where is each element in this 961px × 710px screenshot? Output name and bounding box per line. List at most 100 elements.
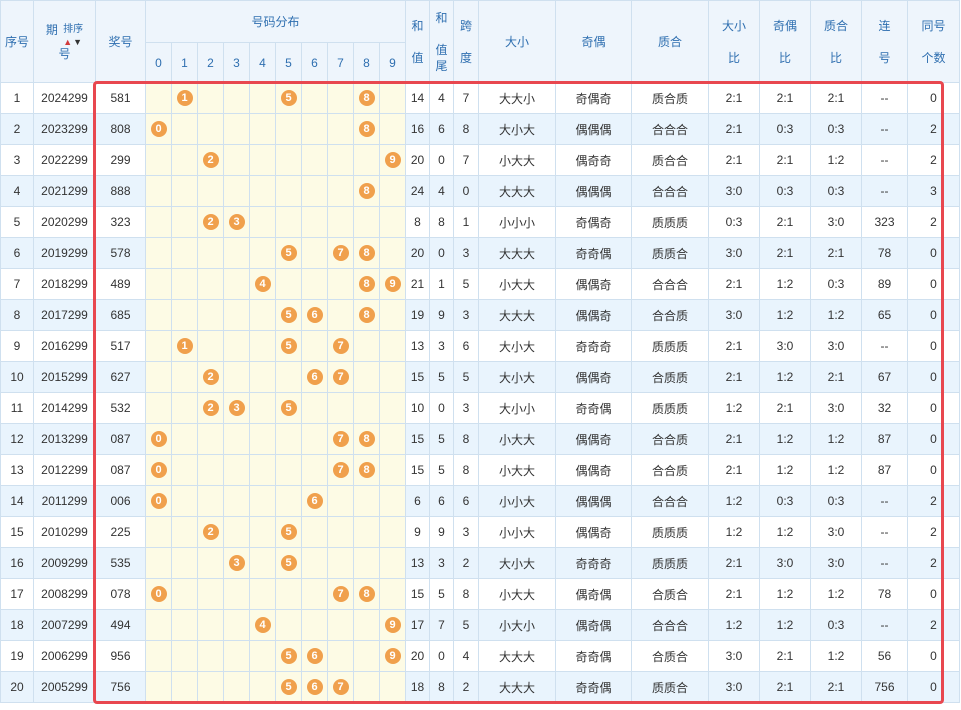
dist-cell-8 xyxy=(353,671,380,703)
number-ball: 7 xyxy=(332,679,349,695)
sum-tail-cell: 9 xyxy=(429,299,454,331)
header-sum-bottom: 值 xyxy=(411,50,424,65)
prime-ratio-cell: 1:2 xyxy=(810,454,862,486)
size-ratio-cell: 1:2 xyxy=(708,485,760,517)
dist-cell-7 xyxy=(327,392,354,424)
dist-cell-7: 7 xyxy=(327,671,354,703)
dist-cell-9 xyxy=(379,485,406,517)
prime-pattern-cell: 质质质 xyxy=(631,392,709,424)
number-ball: 3 xyxy=(228,555,245,571)
prime-pattern-cell: 质质质 xyxy=(631,206,709,238)
header-seq: 序号 xyxy=(0,0,34,83)
header-issue[interactable]: 期 排序 ▲▼ 号 xyxy=(33,0,96,83)
seq-cell: 11 xyxy=(0,392,34,424)
dist-cell-5 xyxy=(275,609,302,641)
parity-pattern-cell: 偶偶偶 xyxy=(555,113,632,145)
parity-ratio-cell: 2:1 xyxy=(759,206,811,238)
dist-cell-4 xyxy=(249,330,276,362)
table-row: 7 2018299 489 4 8 9 21 1 5 小大大 偶偶奇 合合合 2:1 1:2 0:3 89 0 xyxy=(0,268,960,300)
size-ratio-cell: 3:0 xyxy=(708,671,760,703)
span-cell: 8 xyxy=(453,423,479,455)
prize-cell: 578 xyxy=(95,237,146,269)
number-ball: 6 xyxy=(306,648,323,664)
prize-cell: 489 xyxy=(95,268,146,300)
consecutive-cell: 56 xyxy=(861,640,908,672)
prime-pattern-cell: 质合合 xyxy=(631,144,709,176)
dist-cell-7: 7 xyxy=(327,237,354,269)
seq-cell: 18 xyxy=(0,609,34,641)
dist-cell-2 xyxy=(197,113,224,145)
seq-cell: 3 xyxy=(0,144,34,176)
sum-cell: 13 xyxy=(405,330,430,362)
number-ball: 8 xyxy=(358,121,375,137)
dist-cell-9 xyxy=(379,237,406,269)
dist-cell-2 xyxy=(197,454,224,486)
parity-ratio-cell: 2:1 xyxy=(759,640,811,672)
dist-cell-6 xyxy=(301,392,328,424)
header-consec-bottom: 号 xyxy=(878,50,891,65)
parity-pattern-cell: 奇偶奇 xyxy=(555,206,632,238)
dist-cell-8 xyxy=(353,361,380,393)
number-ball: 2 xyxy=(202,214,219,230)
size-ratio-cell: 2:1 xyxy=(708,144,760,176)
sum-cell: 17 xyxy=(405,609,430,641)
dist-cell-3 xyxy=(223,485,250,517)
parity-pattern-cell: 偶偶奇 xyxy=(555,299,632,331)
size-pattern-cell: 大小大 xyxy=(478,330,556,362)
sort-arrows-icon[interactable]: ▲▼ xyxy=(63,36,84,47)
seq-cell: 12 xyxy=(0,423,34,455)
table-row: 17 2008299 078 0 7 8 15 5 8 小大大 偶奇偶 合质合 2:1 1:2 1:2 78 0 xyxy=(0,578,960,610)
size-ratio-cell: 1:2 xyxy=(708,516,760,548)
sort-control[interactable]: 排序 ▲▼ xyxy=(63,22,84,47)
header-issue-bottom: 号 xyxy=(58,46,71,61)
parity-ratio-cell: 1:2 xyxy=(759,578,811,610)
dist-cell-4 xyxy=(249,547,276,579)
consecutive-cell: 87 xyxy=(861,423,908,455)
parity-ratio-cell: 1:2 xyxy=(759,361,811,393)
dist-cell-7 xyxy=(327,516,354,548)
dist-cell-5: 5 xyxy=(275,671,302,703)
prime-ratio-cell: 3:0 xyxy=(810,206,862,238)
dist-cell-2: 2 xyxy=(197,516,224,548)
dist-cell-6 xyxy=(301,423,328,455)
sum-cell: 18 xyxy=(405,671,430,703)
table-row: 12 2013299 087 0 7 8 15 5 8 小大大 偶偶奇 合合质 2:1 1:2 1:2 87 0 xyxy=(0,423,960,455)
dist-cell-3 xyxy=(223,516,250,548)
sum-tail-cell: 5 xyxy=(429,454,454,486)
dist-cell-8 xyxy=(353,392,380,424)
size-pattern-cell: 小小大 xyxy=(478,516,556,548)
seq-cell: 4 xyxy=(0,175,34,207)
consecutive-cell: 87 xyxy=(861,454,908,486)
sum-tail-cell: 3 xyxy=(429,330,454,362)
dist-cell-5 xyxy=(275,578,302,610)
dist-cell-2 xyxy=(197,299,224,331)
prime-ratio-cell: 0:3 xyxy=(810,485,862,517)
header-digit-4: 4 xyxy=(249,42,276,83)
dist-cell-4: 4 xyxy=(249,609,276,641)
parity-pattern-cell: 奇奇奇 xyxy=(555,330,632,362)
dist-cell-3 xyxy=(223,268,250,300)
prize-cell: 087 xyxy=(95,454,146,486)
dist-cell-8: 8 xyxy=(353,423,380,455)
dist-cell-4 xyxy=(249,113,276,145)
seq-cell: 1 xyxy=(0,82,34,114)
issue-cell: 2014299 xyxy=(33,392,96,424)
number-ball: 5 xyxy=(280,400,297,416)
number-ball: 7 xyxy=(332,431,349,447)
dist-cell-1 xyxy=(171,671,198,703)
sum-cell: 8 xyxy=(405,206,430,238)
table-body: 1 2024299 581 1 5 8 14 4 7 大大小 奇偶奇 质合质 2:1 2:1 2:1 -- 0 2… xyxy=(0,82,960,703)
prime-pattern-cell: 合合合 xyxy=(631,485,709,517)
same-count-cell: 2 xyxy=(907,113,960,145)
sum-cell: 20 xyxy=(405,237,430,269)
sum-tail-cell: 0 xyxy=(429,392,454,424)
number-ball: 6 xyxy=(306,679,323,695)
seq-cell: 7 xyxy=(0,268,34,300)
same-count-cell: 2 xyxy=(907,547,960,579)
consecutive-cell: 32 xyxy=(861,392,908,424)
prime-pattern-cell: 合合质 xyxy=(631,454,709,486)
size-ratio-cell: 2:1 xyxy=(708,82,760,114)
dist-cell-8 xyxy=(353,609,380,641)
parity-pattern-cell: 偶偶偶 xyxy=(555,175,632,207)
dist-cell-3 xyxy=(223,330,250,362)
